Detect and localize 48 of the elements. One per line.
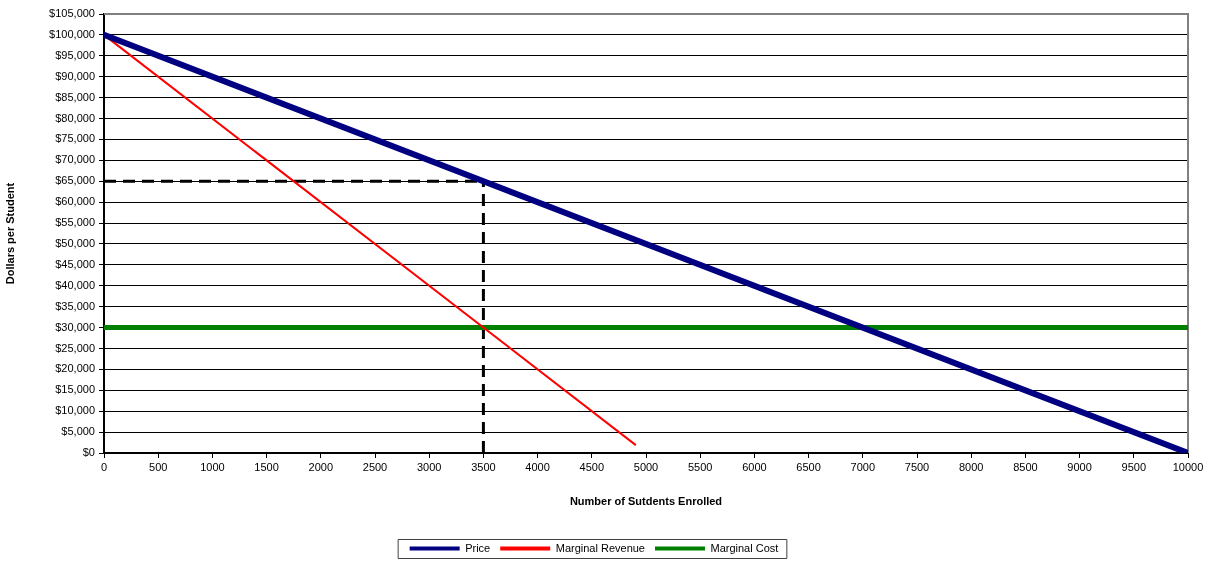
y-tick-label: $55,000	[55, 216, 95, 229]
legend-label: Price	[465, 541, 491, 554]
x-tick-label: 3000	[416, 460, 442, 473]
y-tick-label: $0	[82, 446, 95, 459]
x-tick-label: 0	[100, 460, 108, 473]
x-tick-label: 1500	[254, 460, 279, 473]
x-tick-label: 2500	[362, 460, 388, 473]
y-tick-label: $95,000	[55, 48, 95, 61]
y-tick-label: $75,000	[55, 132, 95, 145]
y-tick-label: $25,000	[55, 341, 95, 354]
y-tick-label: $45,000	[55, 257, 95, 270]
y-tick-label: $20,000	[55, 362, 95, 375]
y-tick-label: $90,000	[55, 69, 95, 82]
x-tick-label: 5500	[687, 460, 713, 473]
y-tick-label: $30,000	[55, 320, 95, 333]
x-tick-label: 6000	[742, 460, 767, 473]
x-tick-label: 9000	[1067, 460, 1092, 473]
x-tick-label: 4500	[579, 460, 605, 473]
x-tick-label: 1000	[200, 460, 225, 473]
x-tick-label: 7000	[850, 460, 876, 473]
legend-label: Marginal Cost	[710, 541, 779, 554]
x-tick-label: 5000	[633, 460, 659, 473]
y-tick-label: $105,000	[49, 7, 95, 20]
y-tick-label: $50,000	[55, 236, 95, 249]
x-tick-label: 10000	[1172, 460, 1204, 473]
x-tick-label: 500	[149, 460, 168, 473]
y-tick-label: $80,000	[55, 111, 95, 124]
y-tick-label: $60,000	[55, 195, 95, 208]
y-tick-label: $65,000	[55, 174, 95, 187]
y-tick-label: $10,000	[55, 404, 95, 417]
y-tick-label: $5,000	[61, 425, 95, 438]
y-tick-label: $85,000	[55, 90, 95, 103]
y-axis-title: Dollars per Student	[3, 182, 16, 285]
x-tick-label: 8500	[1013, 460, 1038, 473]
legend-label: Marginal Revenue	[555, 541, 645, 554]
x-tick-label: 3500	[471, 460, 496, 473]
x-tick-label: 4000	[525, 460, 550, 473]
y-tick-label: $70,000	[55, 153, 95, 166]
x-axis-title: Number of Sutdents Enrolled	[569, 495, 723, 508]
x-tick-label: 6500	[796, 460, 821, 473]
y-tick-label: $100,000	[49, 27, 95, 40]
y-tick-label: $15,000	[55, 383, 95, 396]
x-tick-label: 9500	[1121, 460, 1147, 473]
x-tick-label: 8000	[958, 460, 984, 473]
y-tick-label: $40,000	[55, 278, 95, 291]
x-tick-label: 7500	[904, 460, 930, 473]
x-tick-label: 2000	[308, 460, 334, 473]
y-tick-label: $35,000	[55, 299, 95, 312]
